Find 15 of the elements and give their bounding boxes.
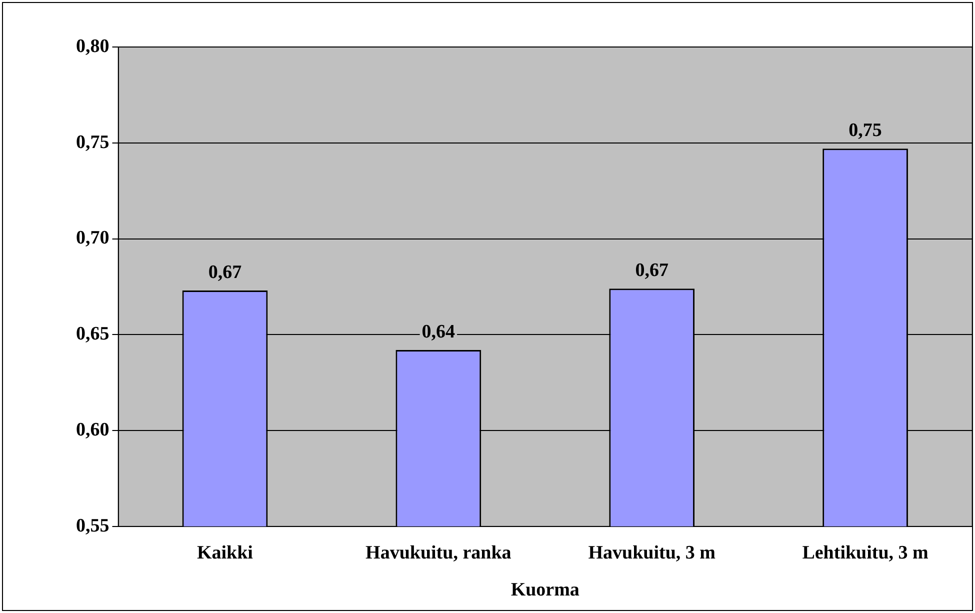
y-tick-label: 0,55 (76, 515, 110, 536)
data-label: 0,64 (422, 321, 456, 342)
y-tick-label: 0,70 (76, 228, 110, 249)
y-tick-label: 0,75 (76, 132, 110, 153)
data-label: 0,75 (848, 120, 882, 142)
y-tick-label: 0,60 (76, 419, 110, 440)
x-tick-label: Havukuitu, 3 m (588, 542, 716, 564)
y-tick-label: 0,80 (76, 36, 110, 57)
x-tick-label: Havukuitu, ranka (366, 542, 512, 564)
x-tick-label: Kaikki (196, 542, 253, 564)
x-axis-title: Kuorma (510, 580, 580, 601)
data-label: 0,67 (208, 262, 242, 283)
y-tick-label: 0,65 (76, 324, 110, 345)
data-label: 0,67 (635, 260, 669, 282)
x-tick-label: Lehtikuitu, 3 m (802, 542, 929, 564)
